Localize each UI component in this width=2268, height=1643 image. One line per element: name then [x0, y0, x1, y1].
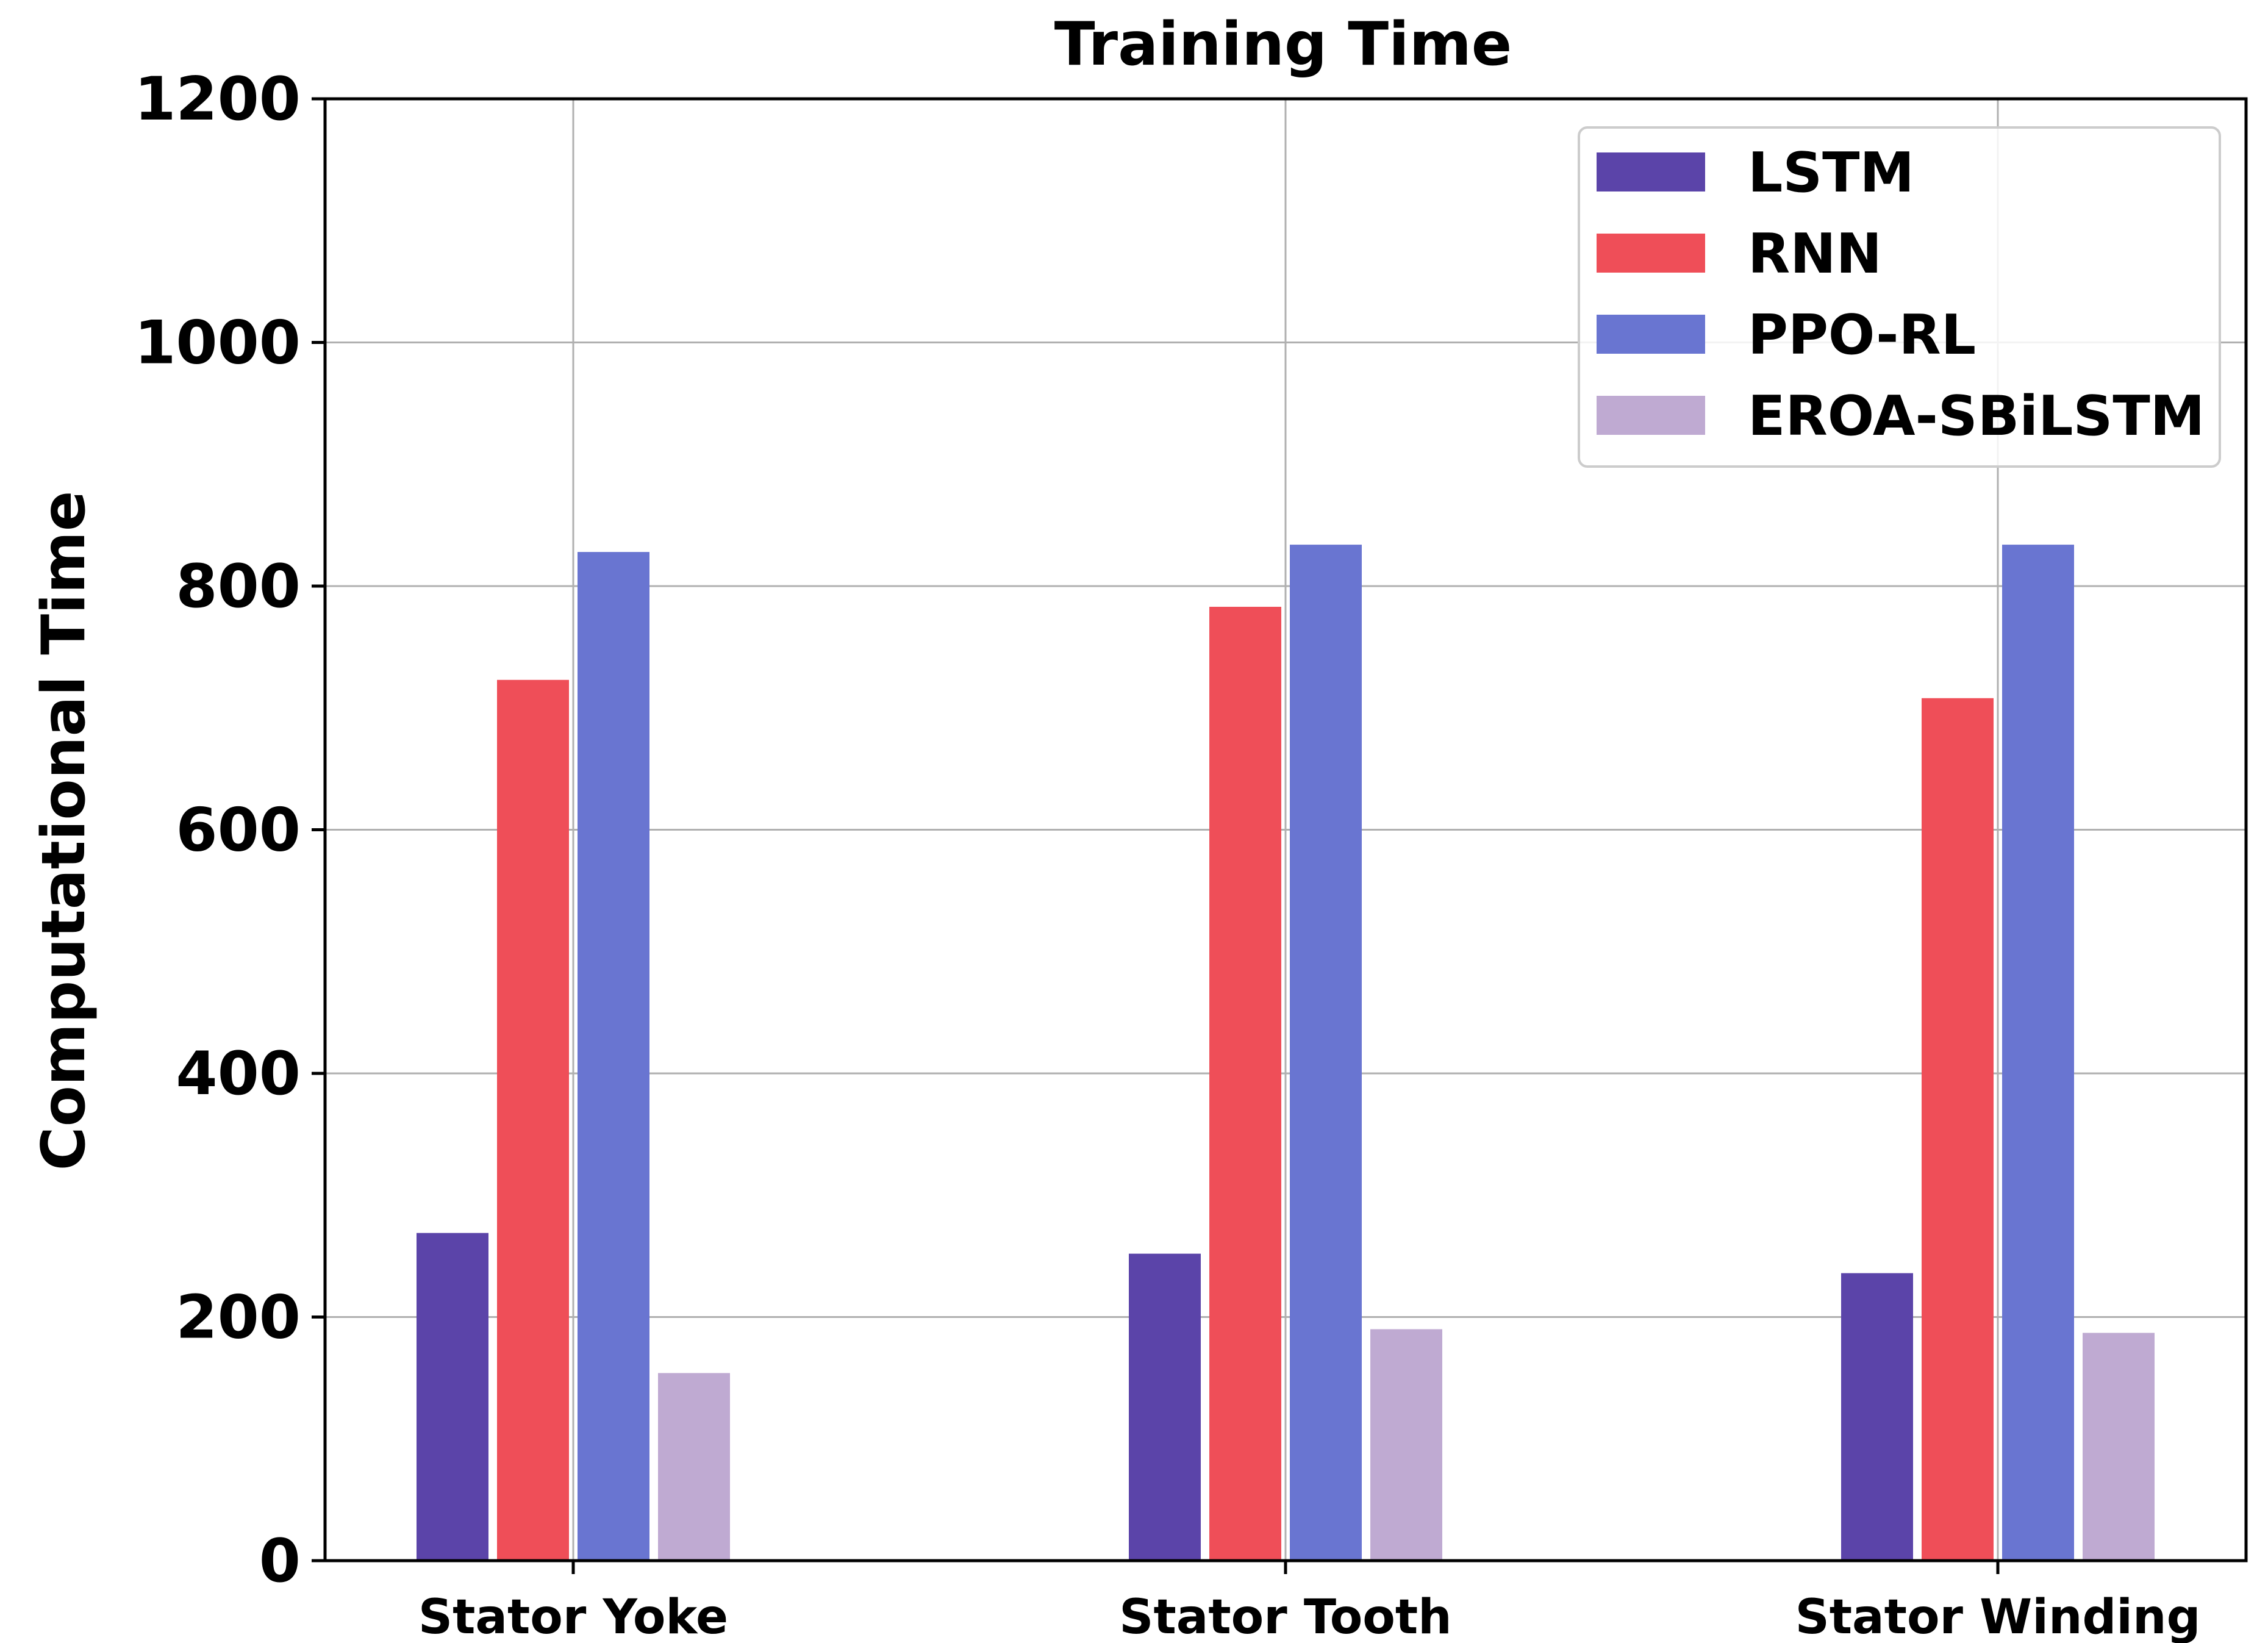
- bars: [417, 545, 2155, 1561]
- bar-lstm-stator-winding: [1841, 1273, 1913, 1561]
- bar-ppo-rl-stator-winding: [2002, 545, 2074, 1561]
- legend-label: EROA-SBiLSTM: [1748, 384, 2205, 448]
- bar-eroa-sbilstm-stator-winding: [2083, 1333, 2155, 1561]
- bar-rnn-stator-tooth: [1209, 606, 1281, 1561]
- bar-lstm-stator-yoke: [417, 1233, 488, 1561]
- legend: LSTM RNN PPO-RL EROA-SBiLSTM: [1578, 126, 2221, 468]
- legend-label: LSTM: [1748, 141, 1914, 205]
- y-tick-label: 1200: [134, 65, 301, 134]
- bar-ppo-rl-stator-yoke: [578, 552, 649, 1561]
- legend-swatch: [1597, 152, 1705, 192]
- chart-title: Training Time: [1054, 10, 1512, 79]
- y-tick-label: 800: [176, 552, 301, 621]
- y-axis-ticks: 0 200 400 600 800 1000 1200: [134, 65, 325, 1596]
- legend-swatch: [1597, 315, 1705, 354]
- y-tick-label: 0: [259, 1527, 301, 1596]
- y-tick-label: 400: [176, 1039, 301, 1109]
- bar-eroa-sbilstm-stator-tooth: [1370, 1329, 1442, 1561]
- legend-box: [1578, 126, 2221, 468]
- y-tick-label: 200: [176, 1283, 301, 1353]
- bar-lstm-stator-tooth: [1129, 1253, 1201, 1561]
- bar-ppo-rl-stator-tooth: [1290, 545, 1362, 1561]
- legend-label: RNN: [1748, 222, 1882, 286]
- x-tick-label: Stator Winding: [1795, 1590, 2201, 1643]
- legend-label: PPO-RL: [1748, 303, 1976, 367]
- y-axis-label: Computational Time: [29, 491, 99, 1171]
- legend-swatch: [1597, 396, 1705, 435]
- legend-swatch: [1597, 234, 1705, 273]
- bar-eroa-sbilstm-stator-yoke: [658, 1373, 730, 1561]
- y-tick-label: 600: [176, 796, 301, 865]
- bar-rnn-stator-winding: [1922, 698, 1994, 1561]
- x-axis-ticks: Stator Yoke Stator Tooth Stator Winding: [418, 1561, 2201, 1643]
- y-tick-label: 1000: [134, 309, 301, 378]
- x-tick-label: Stator Yoke: [418, 1590, 728, 1643]
- bar-rnn-stator-yoke: [497, 679, 569, 1561]
- x-tick-label: Stator Tooth: [1119, 1590, 1451, 1643]
